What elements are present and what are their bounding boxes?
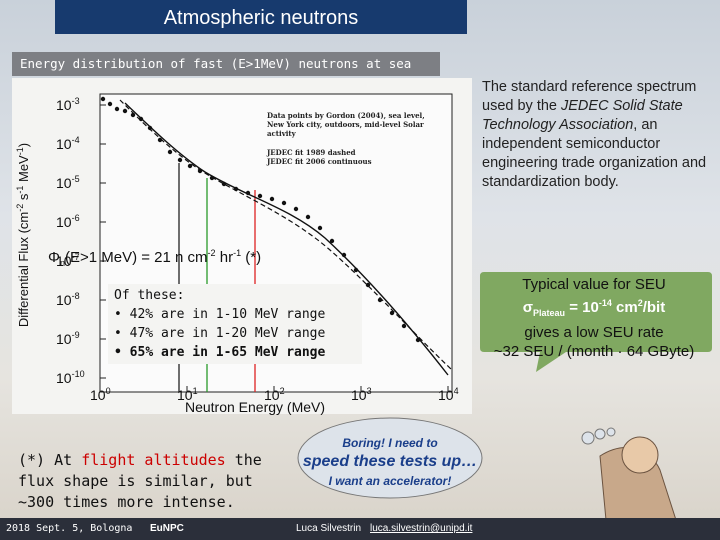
thought-bubble xyxy=(297,417,483,499)
y-tick-label: 10-6 xyxy=(56,213,80,230)
callout-box xyxy=(480,272,712,372)
legend-line: JEDEC fit 1989 dashed xyxy=(266,148,356,157)
tick-base: 10 xyxy=(56,136,72,152)
flux-total: Φn(E>1 MeV) = 21 n cm-2 hr-1 (*) xyxy=(48,248,262,268)
y-tick-label: 10-10 xyxy=(56,369,85,386)
callout: Typical value for SEU σPlateau = 10-14 c… xyxy=(493,276,695,360)
person-head xyxy=(621,436,659,474)
y-tick-label: 10-5 xyxy=(56,174,80,191)
tick-base: 10 xyxy=(56,175,72,191)
bubble-text: Boring! I need to speed these tests up… … xyxy=(302,436,478,488)
tick-exp: 2 xyxy=(280,386,285,396)
thought-dot xyxy=(581,431,595,445)
footer-email[interactable]: luca.silvestrin@unipd.it xyxy=(370,523,473,534)
y-axis-label: Differential Flux (cm-2 s-1 MeV-1) xyxy=(15,143,31,327)
slide-title: Atmospheric neutrons xyxy=(55,0,467,34)
tick-exp: 0 xyxy=(106,386,111,396)
footer-date: 2018 Sept. 5, Bologna xyxy=(6,523,133,534)
jedec-1989-curve xyxy=(119,99,453,371)
tick-base: 10 xyxy=(56,370,72,386)
x-axis-label: Neutron Energy (MeV) xyxy=(185,399,325,415)
breakdown-item: • 47% are in 1-20 MeV range xyxy=(114,326,326,341)
tick-base: 10 xyxy=(56,331,72,347)
footer-conf: EuNPC xyxy=(150,523,184,534)
legend-line: Data points by Gordon (2004), sea level, xyxy=(267,111,425,120)
breakdown: Of these: • 42% are in 1-10 MeV range • … xyxy=(108,284,362,364)
tick-exp: -9 xyxy=(72,330,80,340)
tick-exp: -10 xyxy=(72,369,85,379)
legend-line: activity xyxy=(267,129,297,138)
label-text: ) xyxy=(16,143,31,147)
x-tick-label: 104 xyxy=(438,386,459,403)
y-tick-label: 10-9 xyxy=(56,330,80,347)
x-tick-label: 101 xyxy=(177,386,198,403)
jedec-2006-curve xyxy=(124,102,449,376)
thought-dot xyxy=(606,427,616,437)
tick-exp: -4 xyxy=(72,135,80,145)
tick-base: 10 xyxy=(56,97,72,113)
tick-exp: 1 xyxy=(193,386,198,396)
y-tick-label: 10-8 xyxy=(56,291,80,308)
x-tick-label: 100 xyxy=(90,386,111,403)
tick-exp: 3 xyxy=(367,386,372,396)
label-text: MeV xyxy=(16,155,31,186)
x-tick-label: 103 xyxy=(351,386,372,403)
footer-author: Luca Silvestrin xyxy=(296,523,362,534)
tick-base: 10 xyxy=(264,387,280,403)
tick-base: 10 xyxy=(56,292,72,308)
label-text: Differential Flux (cm xyxy=(16,212,31,327)
tick-exp: -3 xyxy=(72,96,80,106)
callout-bg xyxy=(480,272,712,372)
y-tick-label: 10-7 xyxy=(56,252,80,269)
x-tick-label: 102 xyxy=(264,386,285,403)
label-text: s xyxy=(16,193,31,204)
tick-exp: -6 xyxy=(72,213,80,223)
tick-exp: -5 xyxy=(72,174,80,184)
tick-exp: -7 xyxy=(72,252,80,262)
tick-base: 10 xyxy=(90,387,106,403)
breakdown-head: Of these: xyxy=(114,288,185,303)
breakdown-item: • 42% are in 1-10 MeV range xyxy=(114,307,326,322)
label-exp: -1 xyxy=(15,186,25,194)
tick-base: 10 xyxy=(351,387,367,403)
thought-dot xyxy=(594,428,606,440)
label-exp: -1 xyxy=(15,147,25,155)
legend-line: JEDEC fit 2006 continuous xyxy=(266,157,372,166)
legend: Data points by Gordon (2004), sea level,… xyxy=(266,111,425,166)
tick-base: 10 xyxy=(177,387,193,403)
label-exp: -2 xyxy=(15,204,25,212)
description: The standard reference spectrum used by … xyxy=(482,79,707,190)
data-points xyxy=(100,96,421,343)
tick-exp: 4 xyxy=(454,386,459,396)
tick-base: 10 xyxy=(56,253,72,269)
y-tick-label: 10-3 xyxy=(56,96,80,113)
breakdown-item: • 65% are in 1-65 MeV range xyxy=(114,345,326,360)
y-tick-label: 10-4 xyxy=(56,135,80,152)
footer: 2018 Sept. 5, Bologna EuNPC Luca Silvest… xyxy=(0,518,720,540)
legend-line: New York city, outdoors, mid-level Solar xyxy=(267,120,424,129)
tick-exp: -8 xyxy=(72,291,80,301)
tick-base: 10 xyxy=(438,387,454,403)
tick-base: 10 xyxy=(56,214,72,230)
footnote: (*) At flight altitudes the flux shape i… xyxy=(18,451,262,511)
